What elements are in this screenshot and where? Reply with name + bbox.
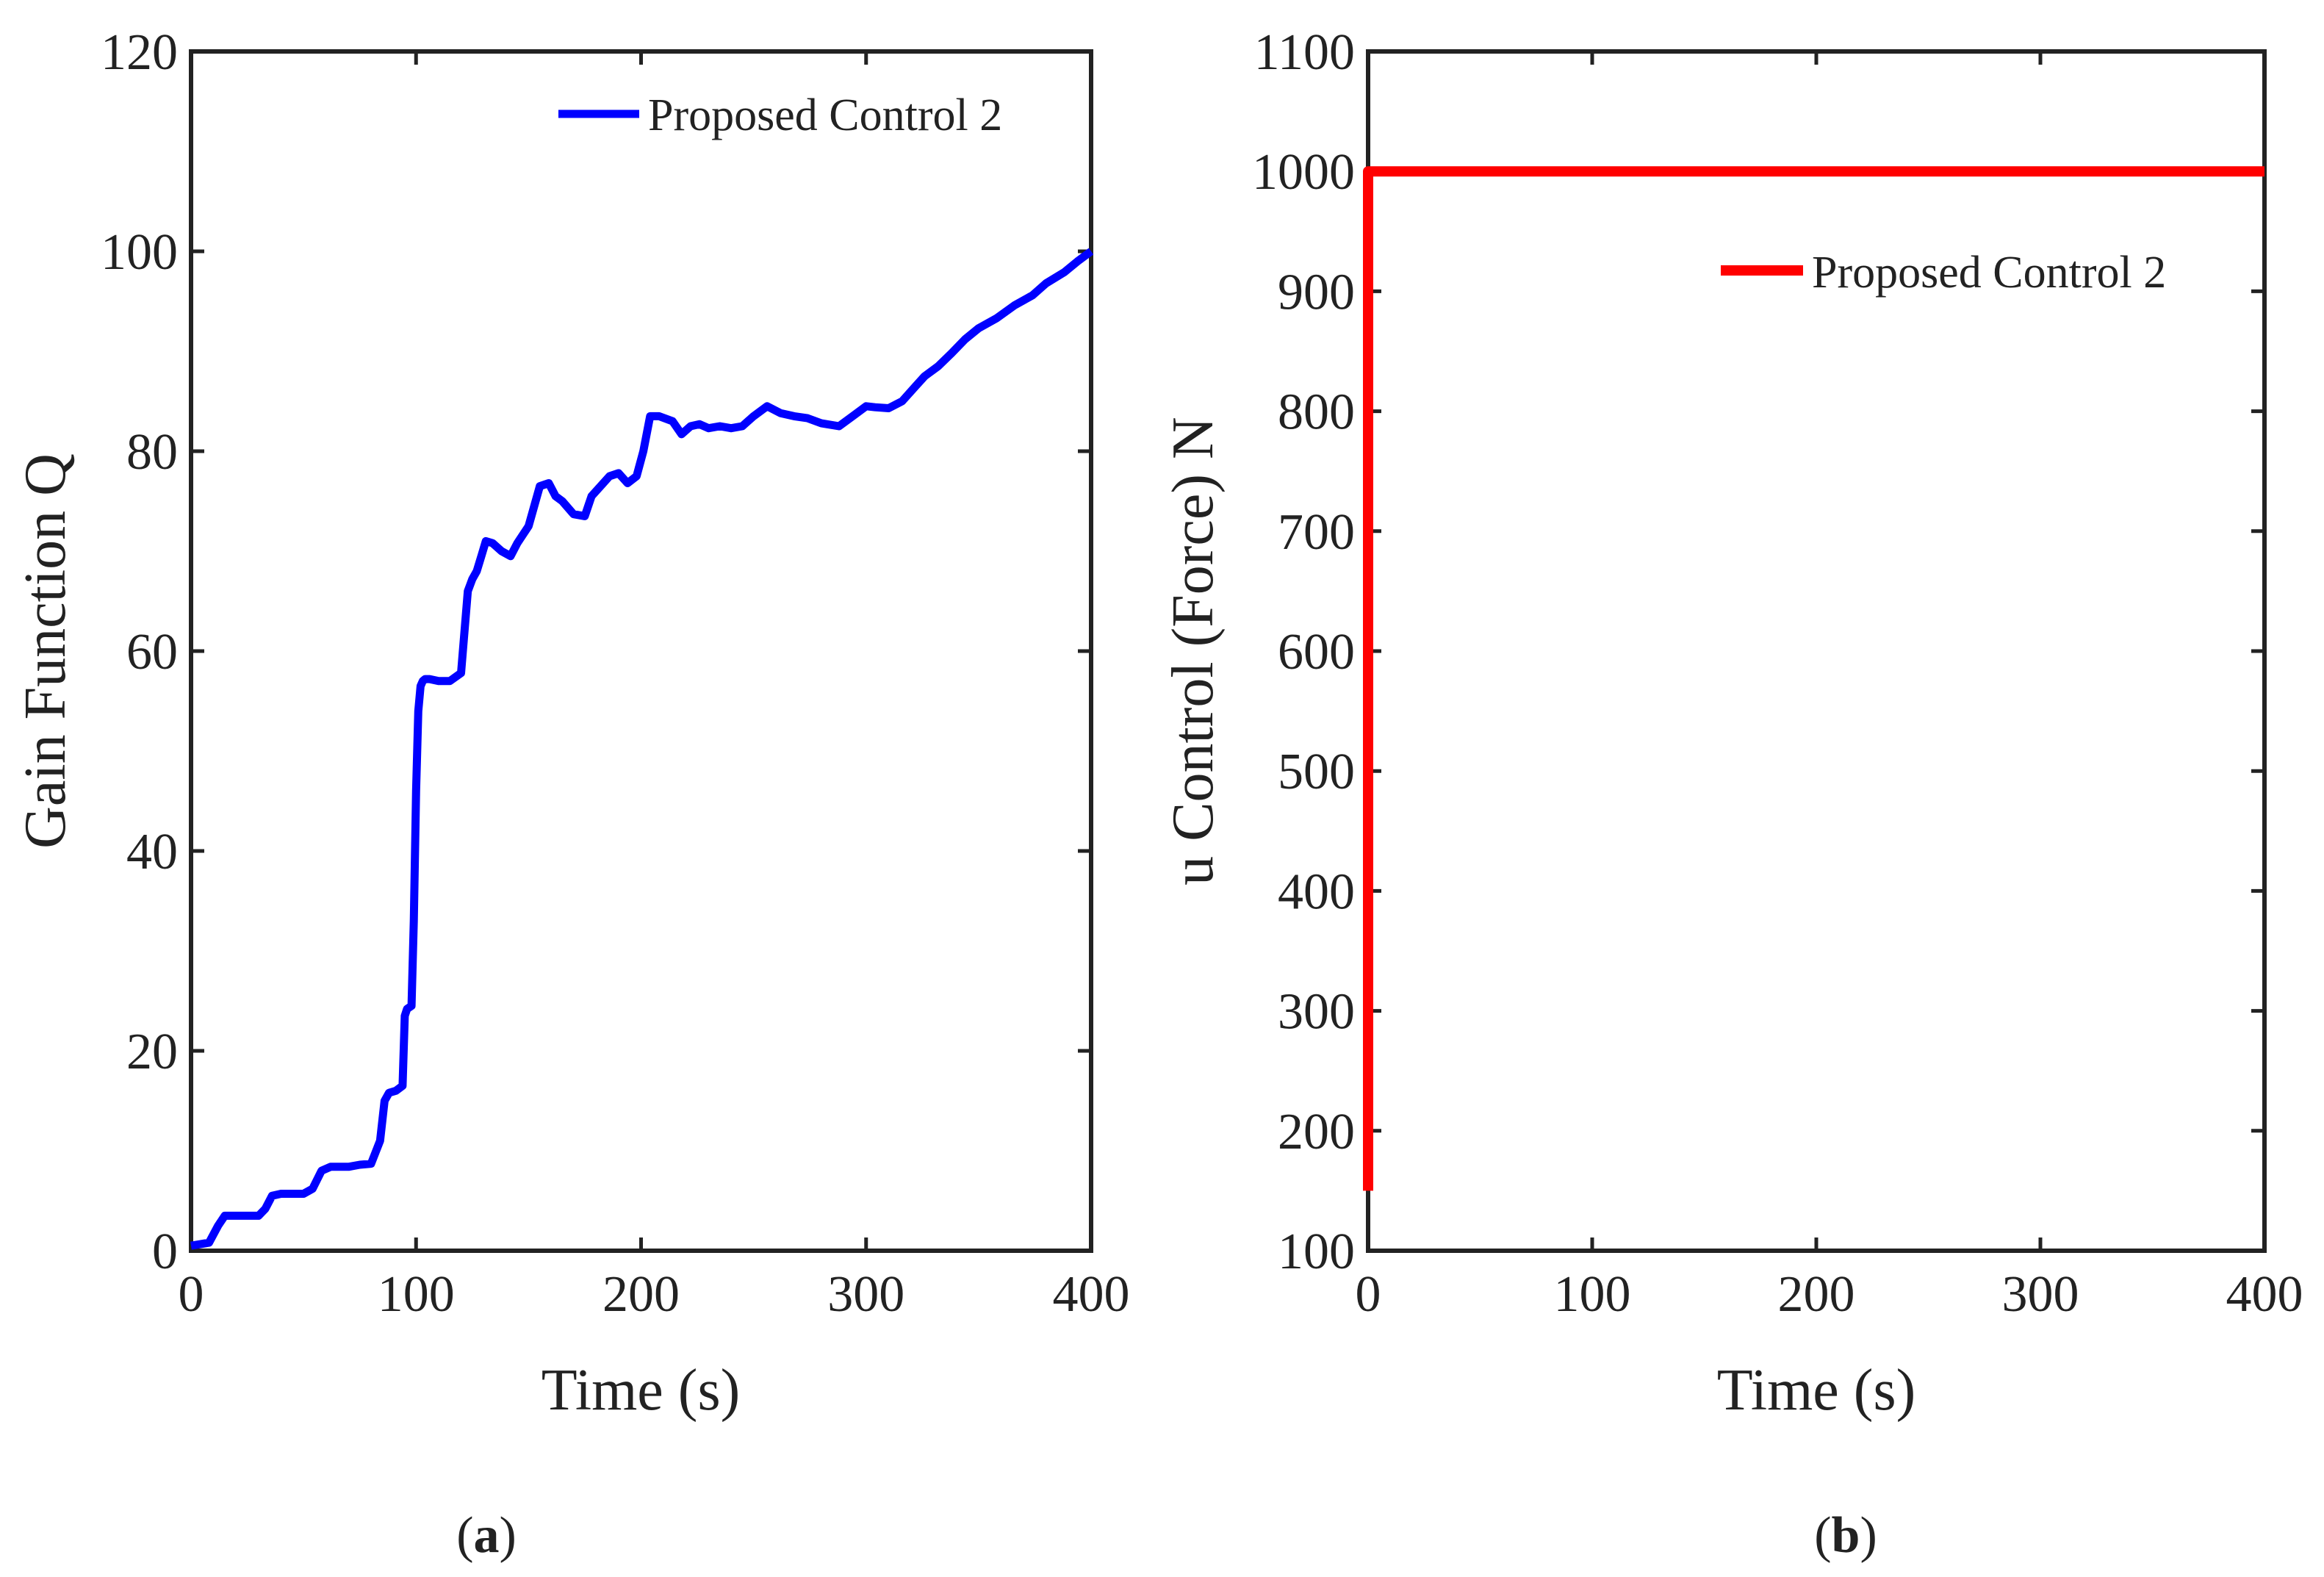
panel-a-x-axis-label: Time (s) <box>542 1358 740 1423</box>
panel-b-x-tick-label: 300 <box>2002 1266 2079 1323</box>
panel-a-x-tick-label: 100 <box>378 1266 455 1323</box>
panel-b-y-tick-label: 300 <box>1278 984 1355 1041</box>
panel-b-caption: (b) <box>1814 1507 1877 1564</box>
panel-a-x-tick-label: 300 <box>827 1266 904 1323</box>
panel-a-y-tick-label: 120 <box>101 24 178 81</box>
panel-a-x-tick-label: 0 <box>179 1266 204 1323</box>
panel-b-legend: Proposed Control 2 <box>1721 248 2166 298</box>
panel-b-series-line-0 <box>1363 166 2264 1191</box>
panel-a-y-tick-label: 0 <box>152 1224 178 1280</box>
panel-a-y-tick-label: 80 <box>126 424 178 481</box>
panel-a-y-tick-label: 40 <box>126 824 178 880</box>
panel-b-plot-frame <box>1366 49 2267 1253</box>
panel-b-y-tick-label: 200 <box>1278 1104 1355 1160</box>
panel-a-legend-label: Proposed Control 2 <box>648 90 1002 140</box>
panel-b-y-tick-label: 1000 <box>1252 144 1355 201</box>
panel-b-x-tick-label: 100 <box>1554 1266 1631 1323</box>
panel-b-y-tick-label: 900 <box>1278 264 1355 320</box>
panel-b-x-tick-label: 200 <box>1778 1266 1855 1323</box>
panel-b-x-ticks: 0 100 200 300 400 <box>1356 51 2303 1323</box>
panel-a-y-axis-label: Gain Function Q <box>13 453 78 849</box>
panel-b-y-tick-label: 400 <box>1278 863 1355 920</box>
panel-a-legend: Proposed Control 2 <box>558 90 1002 140</box>
panel-a-series-layer <box>190 248 1094 1250</box>
panel-a-y-tick-label: 100 <box>101 224 178 281</box>
panel-b-y-tick-label: 1100 <box>1254 24 1355 81</box>
panel-b-series-layer <box>1363 166 2264 1191</box>
panel-a: 0 20 40 60 80 100 120 0 100 200 300 400 Proposed C… <box>13 24 1130 1564</box>
panel-a-y-ticks: 0 20 40 60 80 100 120 <box>101 24 1091 1280</box>
panel-b-y-axis-label: u Control (Force) N <box>1161 417 1226 886</box>
panel-a-y-tick-label: 20 <box>126 1024 178 1080</box>
panel-a-x-tick-label: 200 <box>602 1266 680 1323</box>
panel-b-y-tick-label: 700 <box>1278 504 1355 561</box>
panel-b-caption-letter: b <box>1832 1507 1860 1564</box>
panel-b-x-axis-label: Time (s) <box>1717 1358 1915 1423</box>
panel-a-plot-frame <box>189 49 1093 1253</box>
panel-a-x-ticks: 0 100 200 300 400 <box>179 51 1130 1323</box>
panel-a-caption-letter: a <box>474 1507 500 1564</box>
panel-a-series-line-0 <box>190 248 1094 1250</box>
panel-b-legend-label: Proposed Control 2 <box>1812 248 2166 298</box>
panel-b-y-tick-label: 800 <box>1278 384 1355 441</box>
panel-b-y-tick-label: 500 <box>1278 744 1355 800</box>
panel-a-x-tick-label: 400 <box>1053 1266 1130 1323</box>
panel-b-x-tick-label: 0 <box>1356 1266 1381 1323</box>
panel-a-caption: (a) <box>456 1507 517 1564</box>
panel-b-y-ticks: 100 200 300 400 500 600 700 800 900 1000 1100 <box>1252 24 2264 1280</box>
panel-a-y-tick-label: 60 <box>126 624 178 680</box>
panel-b-x-tick-label: 400 <box>2226 1266 2303 1323</box>
panel-b-y-tick-label: 100 <box>1278 1224 1355 1280</box>
panel-b-y-tick-label: 600 <box>1278 624 1355 680</box>
